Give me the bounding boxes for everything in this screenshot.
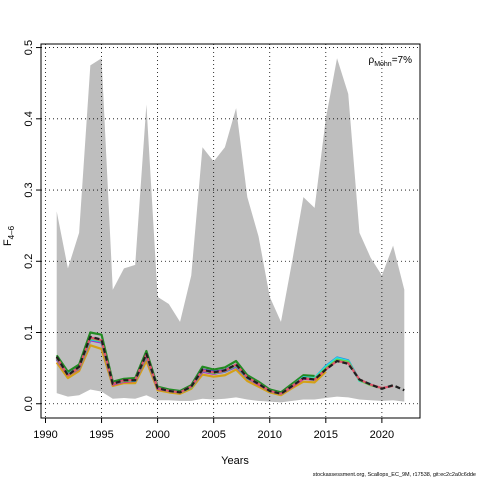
x-tick-label: 2015 xyxy=(314,429,338,441)
x-tick-label: 2005 xyxy=(201,429,225,441)
x-tick-label: 2000 xyxy=(145,429,169,441)
footer-credit: stockassessment.org, Scallops_EC_9M, r17… xyxy=(313,472,476,478)
plot-frame xyxy=(40,43,421,419)
x-axis: 1990 1995 2000 2005 2010 2015 2020 xyxy=(33,418,394,441)
svg-text:F4–6: F4–6 xyxy=(2,225,16,246)
y-tick-label: 0.2 xyxy=(23,254,35,269)
x-tick-label: 1990 xyxy=(33,429,57,441)
y-tick-label: 0.3 xyxy=(23,182,35,197)
y-axis-title-subscript: 4–6 xyxy=(7,225,16,239)
series-layer xyxy=(55,331,405,397)
mohn-rho-value: =7% xyxy=(392,55,412,66)
mohn-rho-symbol: ρ xyxy=(368,55,374,66)
mohn-rho-annotation: ρMohn=7% xyxy=(368,55,412,68)
y-tick-label: 0.1 xyxy=(23,325,35,340)
x-tick-label: 2020 xyxy=(370,429,394,441)
y-axis: 0.0 0.1 0.2 0.3 0.4 0.5 xyxy=(23,40,41,411)
series-line xyxy=(55,331,315,394)
y-tick-label: 0.0 xyxy=(23,396,35,411)
x-axis-title: Years xyxy=(221,455,249,467)
y-axis-title: F4–6 xyxy=(2,225,16,246)
y-tick-label: 0.4 xyxy=(23,111,35,126)
confidence-band-layer xyxy=(56,58,405,403)
confidence-band xyxy=(56,58,405,403)
series-line xyxy=(55,335,405,395)
series-line xyxy=(55,344,327,397)
mohn-rho-subscript: Mohn xyxy=(374,61,392,68)
y-tick-label: 0.5 xyxy=(23,40,35,55)
y-axis-title-main: F xyxy=(2,239,14,246)
x-tick-label: 2010 xyxy=(258,429,282,441)
x-tick-label: 1995 xyxy=(89,429,113,441)
